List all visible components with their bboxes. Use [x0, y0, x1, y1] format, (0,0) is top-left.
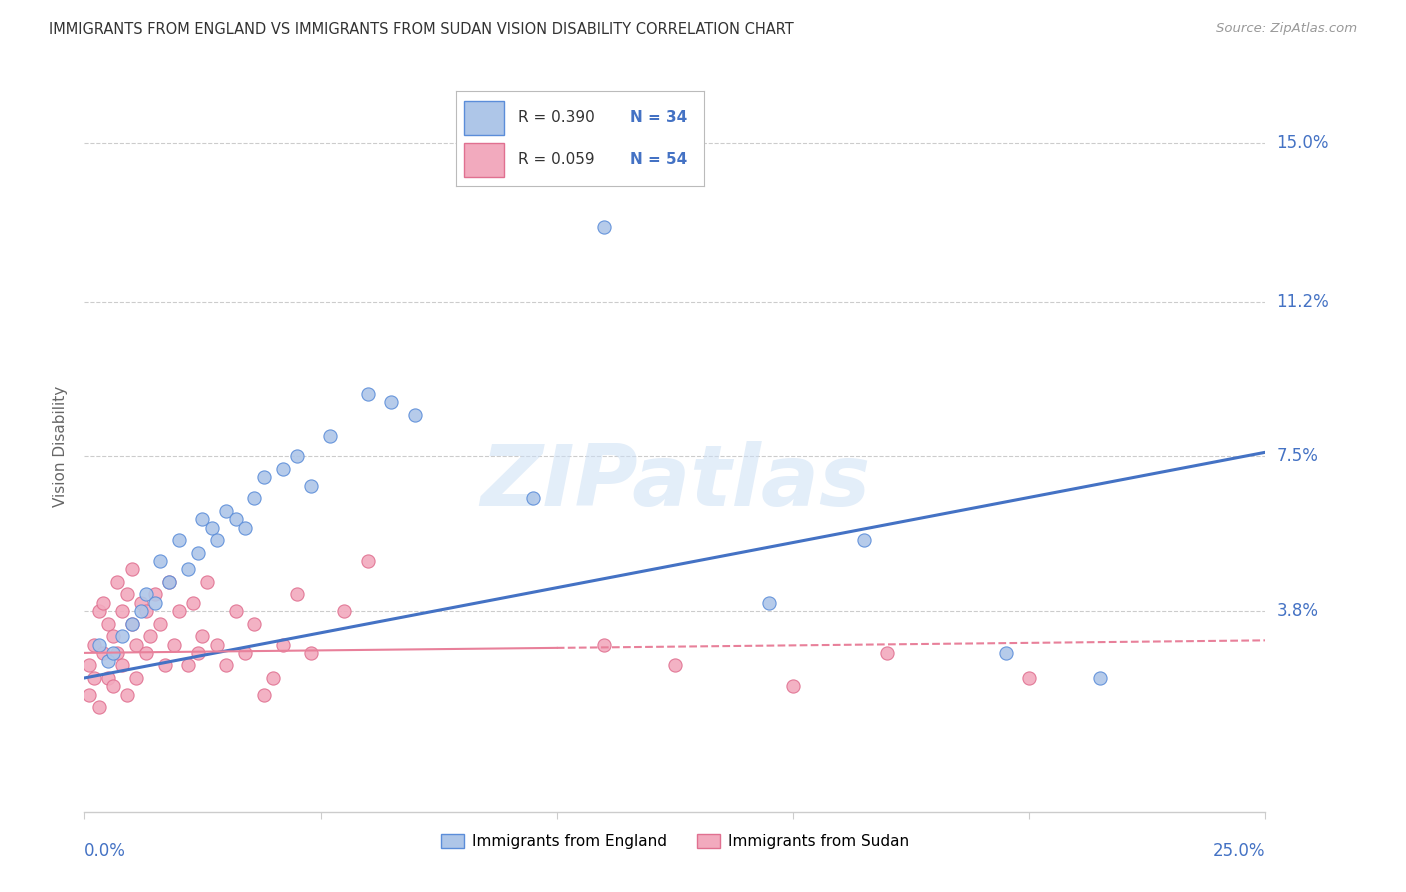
Point [333, 604, 356, 618]
Point [107, 574, 129, 589]
Point [97, 671, 120, 685]
Point [163, 638, 186, 652]
Point [87, 700, 110, 714]
Point [115, 587, 138, 601]
Point [1088, 671, 1111, 685]
Point [299, 646, 322, 660]
Point [271, 638, 294, 652]
Point [77, 658, 100, 673]
Point [271, 462, 294, 476]
Point [91, 646, 114, 660]
Point [83, 638, 105, 652]
Point [101, 646, 124, 660]
Point [83, 671, 105, 685]
Point [153, 658, 176, 673]
Text: Source: ZipAtlas.com: Source: ZipAtlas.com [1216, 22, 1357, 36]
Point [87, 638, 110, 652]
Text: ZIPatlas: ZIPatlas [479, 441, 870, 524]
Point [215, 658, 238, 673]
Point [233, 520, 256, 534]
Point [215, 504, 238, 518]
Point [852, 533, 875, 547]
Point [149, 616, 172, 631]
Point [285, 587, 308, 601]
Point [319, 428, 342, 442]
Point [97, 616, 120, 631]
Point [167, 533, 190, 547]
Point [143, 596, 166, 610]
Point [225, 604, 247, 618]
Text: 15.0%: 15.0% [1277, 134, 1329, 152]
Point [111, 629, 134, 643]
Point [994, 646, 1017, 660]
Point [111, 604, 134, 618]
Point [129, 604, 152, 618]
Point [157, 574, 180, 589]
Point [121, 616, 143, 631]
Point [121, 562, 143, 576]
Point [243, 491, 266, 506]
Point [253, 688, 276, 702]
Point [205, 533, 228, 547]
Point [135, 646, 157, 660]
Point [201, 520, 224, 534]
Text: 11.2%: 11.2% [1277, 293, 1329, 310]
Text: 3.8%: 3.8% [1277, 602, 1319, 620]
Point [758, 596, 780, 610]
Point [782, 679, 804, 693]
Point [121, 616, 143, 631]
Point [157, 574, 180, 589]
Point [101, 629, 124, 643]
Point [135, 604, 157, 618]
Point [107, 646, 129, 660]
Point [357, 554, 380, 568]
Point [135, 587, 157, 601]
Point [205, 638, 228, 652]
Point [1018, 671, 1040, 685]
Text: 0.0%: 0.0% [84, 842, 127, 860]
Point [285, 450, 308, 464]
Point [181, 596, 204, 610]
Text: IMMIGRANTS FROM ENGLAND VS IMMIGRANTS FROM SUDAN VISION DISABILITY CORRELATION C: IMMIGRANTS FROM ENGLAND VS IMMIGRANTS FR… [49, 22, 794, 37]
Point [77, 688, 100, 702]
Point [191, 512, 214, 526]
Point [143, 587, 166, 601]
Point [187, 646, 209, 660]
Point [593, 219, 616, 234]
Legend: Immigrants from England, Immigrants from Sudan: Immigrants from England, Immigrants from… [434, 828, 915, 855]
Point [115, 688, 138, 702]
Point [149, 554, 172, 568]
Text: 25.0%: 25.0% [1213, 842, 1265, 860]
Point [87, 604, 110, 618]
Point [262, 671, 284, 685]
Point [195, 574, 218, 589]
Point [253, 470, 276, 484]
Point [593, 638, 616, 652]
Point [139, 629, 162, 643]
Point [177, 562, 200, 576]
Point [404, 408, 426, 422]
Point [167, 604, 190, 618]
Point [101, 679, 124, 693]
Point [522, 491, 544, 506]
Point [91, 596, 114, 610]
Point [191, 629, 214, 643]
Point [243, 616, 266, 631]
Point [125, 638, 148, 652]
Point [111, 658, 134, 673]
Point [664, 658, 686, 673]
Text: 7.5%: 7.5% [1277, 448, 1319, 466]
Point [225, 512, 247, 526]
Y-axis label: Vision Disability: Vision Disability [53, 385, 69, 507]
Point [233, 646, 256, 660]
Point [125, 671, 148, 685]
Point [187, 545, 209, 559]
Point [97, 654, 120, 668]
Point [299, 479, 322, 493]
Point [129, 596, 152, 610]
Point [380, 395, 402, 409]
Point [177, 658, 200, 673]
Point [357, 386, 380, 401]
Point [876, 646, 898, 660]
